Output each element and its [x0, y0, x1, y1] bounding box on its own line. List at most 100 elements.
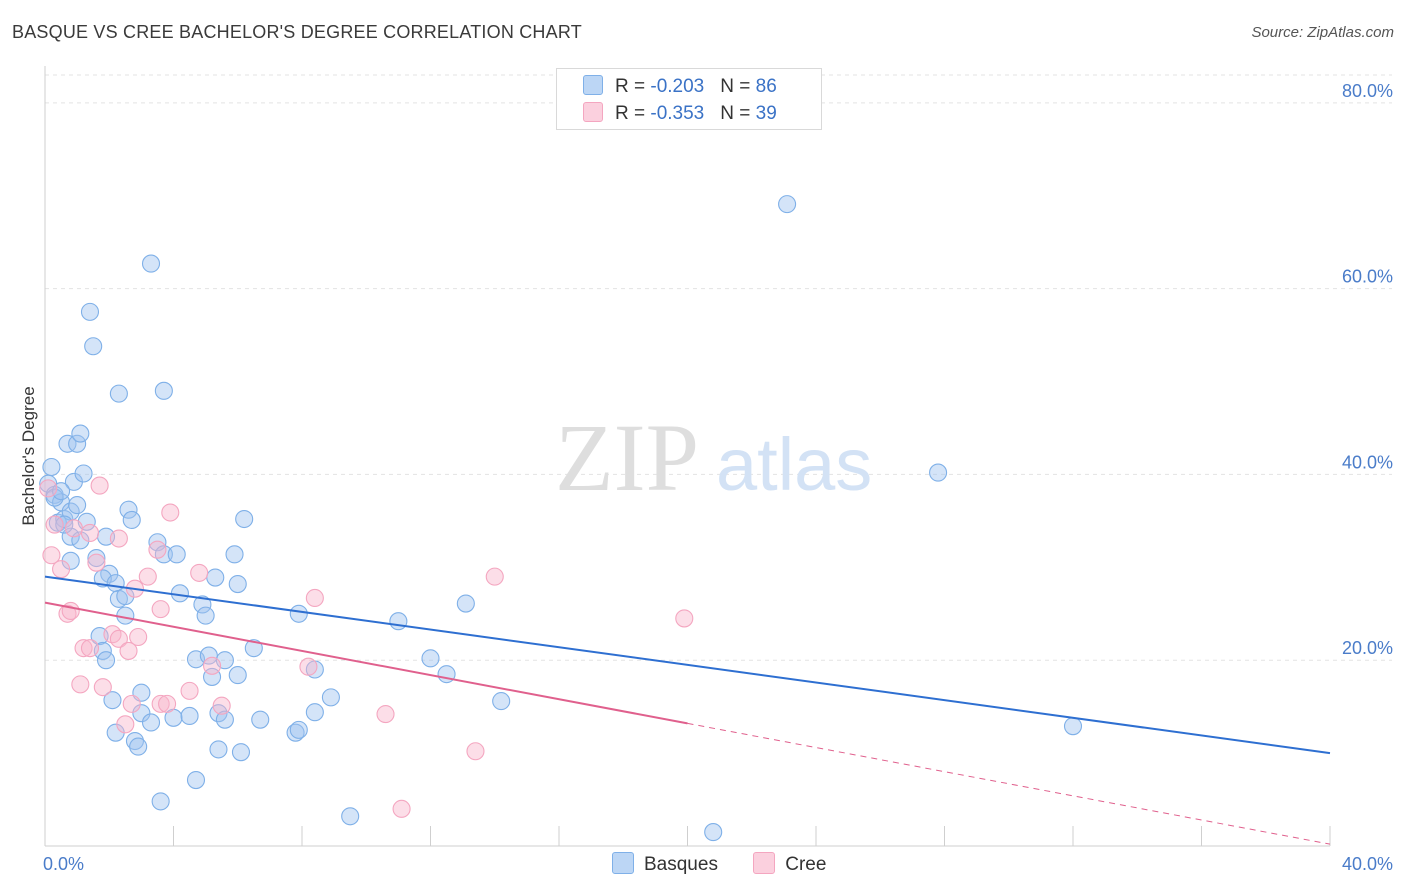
point-basques: [289, 720, 308, 739]
point-basques: [55, 515, 74, 534]
point-cree: [392, 799, 411, 818]
point-basques: [180, 706, 199, 726]
point-cree: [109, 529, 128, 548]
series-basques-points: [39, 195, 1083, 842]
point-cree: [466, 742, 485, 761]
watermark: ZIP atlas: [555, 404, 872, 511]
point-cree: [116, 715, 135, 734]
legend-r-value-cree: -0.353: [650, 103, 705, 124]
point-cree: [93, 678, 112, 697]
point-cree: [109, 629, 128, 648]
y-tick-label: 20.0%: [1342, 638, 1393, 658]
point-cree: [148, 540, 167, 559]
point-cree: [305, 588, 324, 608]
point-cree: [103, 625, 122, 644]
point-basques: [45, 488, 64, 507]
point-cree: [161, 503, 180, 522]
legend-r-label: R =: [615, 103, 651, 124]
point-cree: [80, 523, 100, 543]
point-basques: [929, 463, 948, 482]
point-cree: [190, 563, 209, 582]
legend-swatch-cree: [753, 852, 776, 874]
axes: [44, 66, 1331, 847]
point-basques: [421, 649, 440, 668]
point-basques: [109, 384, 128, 403]
point-cree: [61, 601, 80, 621]
y-tick-label: 40.0%: [1342, 452, 1393, 472]
point-basques: [778, 195, 797, 214]
point-basques: [129, 737, 148, 756]
chart-title: BASQUE VS CREE BACHELOR'S DEGREE CORRELA…: [12, 22, 582, 42]
x-tick-label: 40.0%: [1342, 854, 1393, 874]
point-basques: [141, 713, 161, 732]
point-basques: [42, 457, 61, 477]
point-basques: [68, 434, 87, 453]
point-cree: [58, 604, 77, 623]
point-basques: [235, 509, 254, 529]
point-cree: [485, 567, 504, 586]
point-cree: [74, 639, 93, 658]
point-basques: [704, 823, 723, 842]
legend-label-cree: Cree: [785, 854, 827, 875]
point-basques: [186, 770, 206, 790]
point-basques: [154, 381, 173, 400]
legend-r-value-basques: -0.203: [650, 76, 705, 97]
point-cree: [129, 627, 148, 647]
point-basques: [100, 564, 119, 583]
point-cree: [376, 705, 395, 724]
legend-n-value-cree: 39: [755, 103, 777, 124]
point-cree: [71, 675, 90, 694]
point-basques: [96, 651, 116, 670]
legend-label-basques: Basques: [644, 854, 718, 875]
watermark-atlas: atlas: [716, 423, 872, 506]
point-basques: [193, 595, 212, 614]
point-cree: [675, 609, 694, 628]
point-cree: [42, 546, 61, 565]
point-basques: [84, 337, 103, 356]
point-cree: [158, 694, 177, 713]
legend-item-cree: Cree: [753, 852, 826, 876]
y-axis-label: Bachelor's Degree: [19, 386, 38, 525]
legend-item-basques: Basques: [612, 852, 718, 876]
tick-labels: 20.0% 40.0% 60.0% 80.0% 0.0% 40.0%: [43, 81, 1393, 874]
legend-row-cree: R = -0.353 N = 39: [583, 102, 777, 126]
point-cree: [64, 519, 83, 538]
legend-swatch-basques: [612, 852, 634, 874]
point-basques: [286, 723, 305, 742]
point-basques: [58, 434, 77, 453]
y-tick-label: 80.0%: [1342, 81, 1393, 101]
x-tick-label: 0.0%: [43, 854, 84, 874]
gridlines: [45, 74, 1392, 661]
legend-row-basques: R = -0.203 N = 86: [583, 75, 777, 99]
point-basques: [132, 704, 151, 723]
point-cree: [80, 639, 100, 658]
legend-swatch-cree: [583, 102, 603, 122]
point-cree: [203, 656, 222, 675]
point-basques: [80, 302, 100, 321]
point-basques: [125, 731, 144, 751]
point-basques: [321, 688, 340, 707]
point-cree: [122, 694, 141, 713]
point-cree: [39, 479, 58, 498]
point-basques: [492, 692, 511, 711]
point-basques: [1063, 717, 1083, 736]
series-cree-points: [39, 476, 694, 818]
y-tick-label: 60.0%: [1342, 267, 1393, 287]
point-cree: [45, 515, 64, 534]
point-basques: [228, 666, 247, 685]
legend-n-label: N =: [720, 76, 756, 97]
legend-swatch-basques: [583, 75, 603, 95]
point-basques: [341, 807, 360, 826]
point-basques: [305, 703, 324, 722]
legend-n-value-basques: 86: [755, 76, 777, 97]
point-cree: [151, 694, 170, 713]
trend-line-cree: [44, 601, 688, 725]
legend-n-label: N =: [720, 103, 756, 124]
trend-line-extension-cree: [687, 722, 1331, 845]
point-basques: [71, 424, 90, 443]
point-cree: [151, 600, 170, 619]
point-cree: [212, 696, 231, 715]
point-basques: [231, 743, 251, 762]
point-basques: [289, 604, 308, 623]
